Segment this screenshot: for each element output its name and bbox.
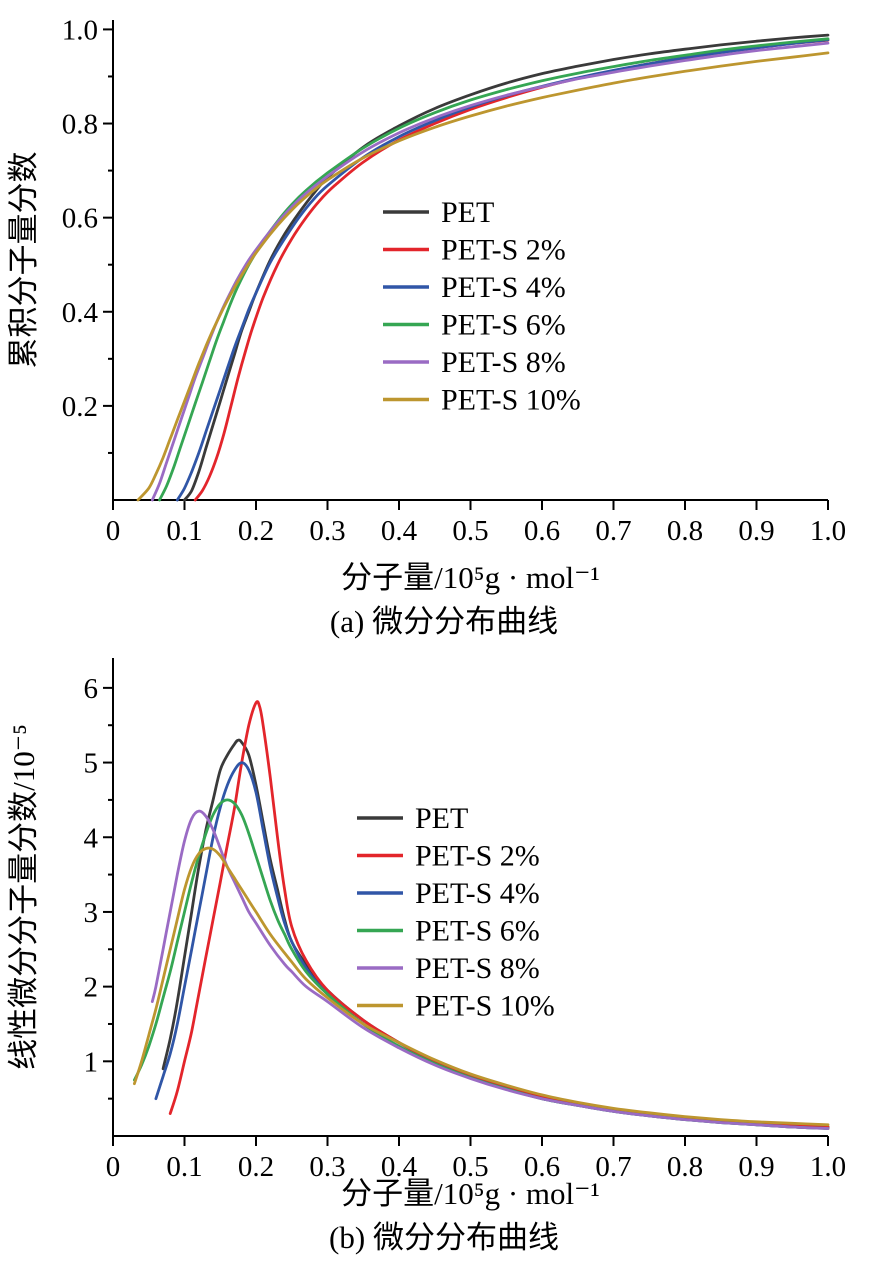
x-axis-label: 分子量/10⁵g · mol⁻¹: [341, 560, 600, 595]
x-tick-label: 0.7: [595, 515, 631, 547]
y-axis-label: 累积分子量分数: [6, 152, 41, 369]
legend-label: PET: [415, 802, 468, 835]
x-tick-label: 0.8: [667, 515, 703, 547]
x-tick-label: 0.4: [381, 515, 418, 547]
x-tick-label: 0.2: [238, 515, 274, 547]
series-line-pet-s-6-: [158, 37, 830, 502]
x-tick-label: 0.9: [738, 515, 774, 547]
x-tick-label: 0.6: [524, 1151, 560, 1183]
y-tick-label: 0.2: [62, 391, 98, 423]
x-tick-label: 0.1: [166, 1151, 202, 1183]
x-tick-label: 0.3: [309, 1151, 345, 1183]
x-tick-label: 0.5: [452, 1151, 488, 1183]
y-tick-label: 1.0: [62, 14, 98, 46]
x-tick-label: 0.7: [595, 1151, 631, 1183]
y-tick-label: 0.4: [62, 297, 99, 329]
legend-label: PET-S 10%: [441, 384, 581, 417]
y-tick-label: 4: [84, 822, 99, 854]
series-line-pet-s-10-: [136, 51, 830, 502]
figure-a: 0 0.1 0.2 0.3 0.4 0.5 0.6 0.7 0.8 0.9 1.0 0.2 0.4 0.6…: [6, 14, 846, 639]
legend-label: PET-S 8%: [415, 952, 540, 985]
legend-label: PET-S 2%: [441, 234, 566, 267]
legend-label: PET-S 8%: [441, 346, 566, 379]
y-tick-label: 3: [84, 897, 99, 929]
y-tick-label: 2: [84, 972, 99, 1004]
x-tick-label: 0: [106, 515, 121, 547]
y-tick-label: 0.8: [62, 109, 98, 141]
legend-label: PET-S 6%: [415, 915, 540, 948]
x-axis-label: 分子量/10⁵g · mol⁻¹: [341, 1176, 600, 1211]
legend-label: PET-S 2%: [415, 840, 540, 873]
chart-b: 0 0.1 0.2 0.3 0.4 0.5 0.6 0.7 0.8 0.9 1.0 1 2 3 4 5 6 PET…: [6, 658, 846, 1211]
caption-b: (b) 微分分布曲线: [329, 1220, 559, 1255]
y-axis-label: 线性微分分子量分数/10⁻⁵: [6, 724, 41, 1070]
caption-a: (a) 微分分布曲线: [329, 604, 559, 639]
y-tick-label: 6: [84, 673, 99, 705]
legend-label: PET-S 6%: [441, 309, 566, 342]
y-tick-label: 1: [84, 1046, 99, 1078]
x-tick-label: 0.9: [738, 1151, 774, 1183]
x-tick-label: 1.0: [810, 1151, 846, 1183]
figure-b: 0 0.1 0.2 0.3 0.4 0.5 0.6 0.7 0.8 0.9 1.0 1 2 3 4 5 6 PET…: [0, 646, 888, 1262]
series-line-pet-s-8-: [150, 41, 830, 502]
x-tick-label: 0.8: [667, 1151, 703, 1183]
y-tick-label: 0.6: [62, 203, 98, 235]
legend-label: PET: [441, 196, 494, 229]
legend-label: PET-S 10%: [415, 990, 555, 1023]
legend-label: PET-S 4%: [415, 877, 540, 910]
series-line-pet-s-10-: [133, 846, 830, 1127]
x-tick-label: 0.1: [166, 515, 202, 547]
chart-a: 0 0.1 0.2 0.3 0.4 0.5 0.6 0.7 0.8 0.9 1.0 0.2 0.4 0.6…: [6, 14, 846, 595]
series-line-pet-s-4-: [175, 38, 830, 502]
x-tick-label: 0.2: [238, 1151, 274, 1183]
x-tick-label: 0.3: [309, 515, 345, 547]
y-tick-label: 5: [84, 748, 99, 780]
x-tick-label: 1.0: [810, 515, 846, 547]
x-tick-label: 0: [106, 1151, 121, 1183]
legend-label: PET-S 4%: [441, 271, 566, 304]
x-tick-label: 0.4: [381, 1151, 418, 1183]
series-line-pet-s-8-: [150, 809, 830, 1130]
x-tick-label: 0.5: [452, 515, 488, 547]
x-tick-label: 0.6: [524, 515, 560, 547]
